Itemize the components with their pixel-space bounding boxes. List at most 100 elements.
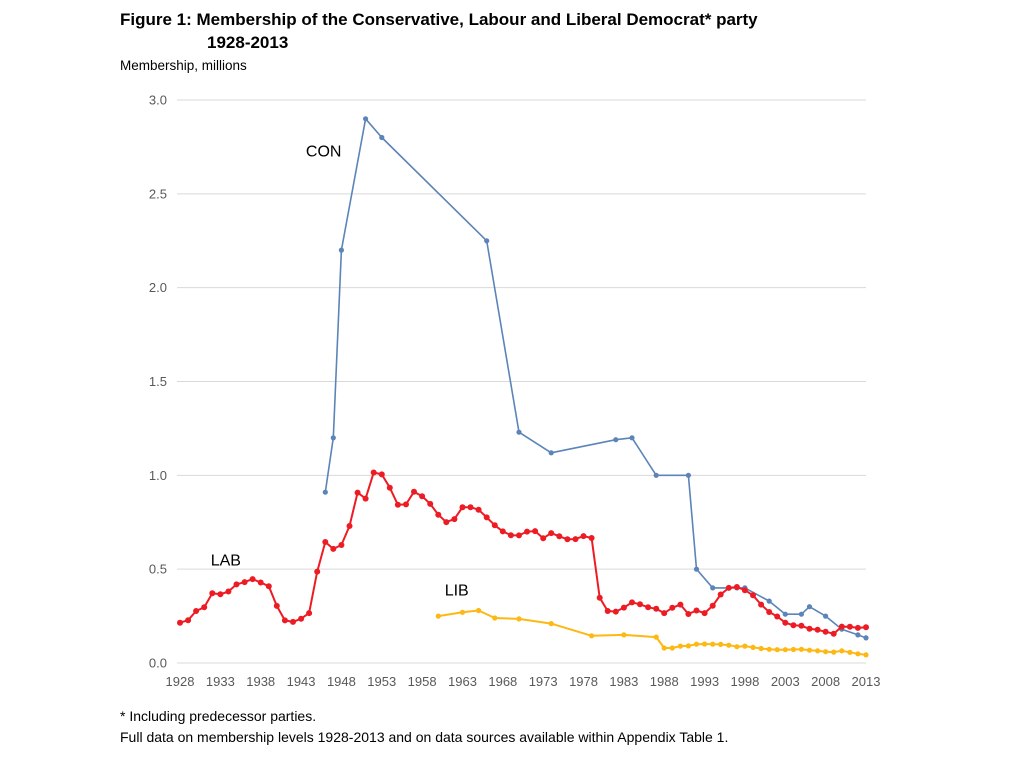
data-point-lab [572,536,579,543]
data-point-lib [790,646,797,653]
data-point-lab [806,625,813,632]
x-tick-label: 1963 [448,674,477,689]
data-point-lib [734,644,740,650]
data-point-lib [847,649,853,655]
y-tick-label: 2.5 [149,186,167,201]
data-point-lab [580,533,587,540]
data-point-con [782,611,788,617]
data-point-lab [766,609,773,615]
y-tick-label: 1.0 [149,468,167,483]
x-tick-label: 1998 [730,674,759,689]
x-tick-label: 2013 [852,674,881,689]
figure-title-line1: Figure 1: Membership of the Conservative… [120,10,758,29]
data-point-lab [354,489,361,496]
data-point-lab [459,504,466,511]
data-point-con [855,632,861,638]
data-point-lab [290,618,296,625]
data-point-lab [548,530,555,537]
data-point-lab [378,471,385,478]
data-point-lab [475,506,482,513]
data-point-lib [750,644,756,651]
data-point-lib [823,649,829,655]
data-point-lib [661,645,667,651]
data-point-lab [701,610,708,617]
data-point-lab [717,591,724,598]
y-tick-label: 0.0 [149,656,167,671]
data-point-con [806,604,813,610]
data-point-lib [839,648,845,654]
data-point-lab [209,590,216,597]
data-point-lab [241,579,248,586]
data-point-lab [435,511,442,518]
series-label-lab: LAB [211,552,241,569]
data-point-lab [863,624,869,631]
data-point-lab [629,599,635,606]
data-point-lab [394,501,401,508]
data-point-lab [298,615,305,622]
data-point-con [798,611,805,617]
data-point-lib [863,652,869,658]
data-point-lib [806,647,813,653]
data-point-lab [225,588,232,595]
data-point-lib [702,641,708,647]
data-point-con [516,429,522,435]
x-tick-label: 2003 [771,674,800,689]
data-point-con [693,566,700,572]
data-point-con [363,116,369,122]
data-point-lab [411,488,417,495]
data-point-lib [685,643,692,649]
data-point-con [863,635,869,641]
x-tick-label: 1933 [206,674,235,689]
data-point-lab [217,591,224,598]
data-point-lib [855,651,861,657]
y-tick-label: 0.5 [149,562,167,577]
data-point-lab [677,601,684,608]
data-point-lab [314,568,321,575]
data-point-lab [669,604,676,611]
data-point-lib [621,632,627,638]
data-point-lab [540,535,547,542]
data-point-lib [653,634,659,640]
data-point-lab [733,584,740,590]
data-point-lib [831,649,837,655]
data-point-lab [637,601,643,608]
data-point-lab [750,592,756,599]
footnotes: * Including predecessor parties. Full da… [120,706,728,748]
data-point-con [766,598,772,604]
data-point-lab [604,608,611,614]
figure-title: Figure 1: Membership of the Conservative… [120,8,900,54]
data-point-lab [177,619,183,626]
data-point-lab [620,604,627,611]
data-point-con [710,585,716,591]
x-tick-label: 1978 [569,674,598,689]
data-point-lib [492,615,498,621]
x-tick-label: 1988 [650,674,679,689]
data-point-con [484,238,490,244]
data-point-lib [782,647,788,653]
data-point-lib [774,647,780,653]
data-point-lab [265,583,272,590]
data-point-lab [419,493,426,500]
data-point-lab [774,613,781,620]
data-point-con [685,472,692,478]
data-point-lab [443,519,450,526]
data-point-lab [798,622,805,629]
figure-title-line2: 1928-2013 [207,33,289,52]
data-point-lab [838,623,845,630]
data-point-lab [556,533,563,540]
x-tick-label: 2008 [811,674,840,689]
data-point-lab [524,528,530,535]
data-point-lab [588,535,595,541]
data-point-lib [516,616,522,622]
data-point-con [613,437,619,443]
data-point-lab [427,500,434,507]
data-point-lab [346,523,353,529]
x-tick-label: 1943 [287,674,316,689]
data-point-lab [790,622,797,629]
data-point-lib [459,609,466,615]
data-point-lab [257,579,264,586]
data-point-lib [435,613,441,619]
data-point-lab [741,587,748,594]
y-tick-label: 1.5 [149,374,167,389]
